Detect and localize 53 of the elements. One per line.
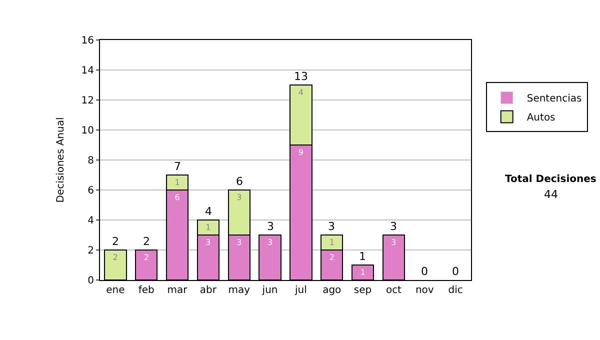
- data-label: 1: [329, 238, 334, 247]
- x-tick-label: ago: [322, 285, 342, 296]
- x-tick-label: nov: [415, 285, 434, 296]
- x-tick-label: abr: [200, 285, 218, 296]
- data-label: 3: [206, 238, 211, 247]
- total-label: 0: [421, 265, 428, 278]
- data-label: 3: [236, 193, 242, 202]
- data-label: 2: [329, 253, 334, 262]
- y-tick-label: 12: [81, 96, 94, 106]
- total-label: 0: [452, 265, 459, 278]
- data-label: 3: [236, 238, 242, 247]
- x-tick-label: ene: [106, 285, 125, 296]
- y-tick-label: 6: [88, 186, 94, 196]
- data-label: 3: [267, 238, 273, 247]
- total-label: 2: [143, 235, 150, 248]
- total-label: 3: [390, 220, 397, 233]
- total-label: 4: [205, 205, 212, 218]
- total-label: 6: [236, 175, 243, 188]
- data-label: 2: [144, 253, 149, 262]
- data-label: 4: [298, 88, 304, 97]
- x-tick-label: feb: [138, 285, 154, 296]
- x-tick-label: mar: [167, 285, 188, 296]
- total-label: 3: [267, 220, 274, 233]
- y-tick-label: 14: [81, 66, 94, 76]
- data-label: 1: [206, 223, 211, 232]
- y-axis-title: Decisiones Anual: [55, 117, 66, 203]
- legend-label: Sentencias: [526, 94, 582, 105]
- data-label: 3: [391, 238, 396, 247]
- text: 44: [544, 188, 558, 201]
- total-label: 13: [294, 70, 308, 83]
- data-label: 1: [360, 268, 366, 277]
- y-tick-label: 8: [88, 156, 94, 166]
- total-label: 1: [359, 250, 366, 263]
- x-tick-label: jul: [294, 285, 307, 296]
- legend-label: Autos: [526, 112, 556, 124]
- data-label: 6: [174, 193, 180, 202]
- data-label: 9: [298, 148, 304, 157]
- text: Total Decisiones: [505, 174, 596, 185]
- x-tick-label: may: [228, 285, 250, 296]
- data-label: 2: [112, 253, 118, 262]
- y-tick-label: 10: [81, 126, 94, 136]
- x-tick-label: dic: [448, 285, 463, 296]
- x-tick-label: jun: [261, 285, 278, 296]
- y-tick-label: 0: [88, 276, 94, 286]
- x-tick-label: sep: [354, 285, 372, 296]
- total-label: 2: [112, 235, 119, 248]
- y-tick-label: 4: [88, 216, 94, 226]
- total-label: 7: [174, 160, 181, 173]
- y-tick-label: 16: [81, 36, 94, 46]
- data-label: 1: [174, 178, 180, 187]
- total-label: 3: [328, 220, 335, 233]
- y-tick-label: 2: [88, 246, 94, 256]
- x-tick-label: oct: [386, 285, 402, 296]
